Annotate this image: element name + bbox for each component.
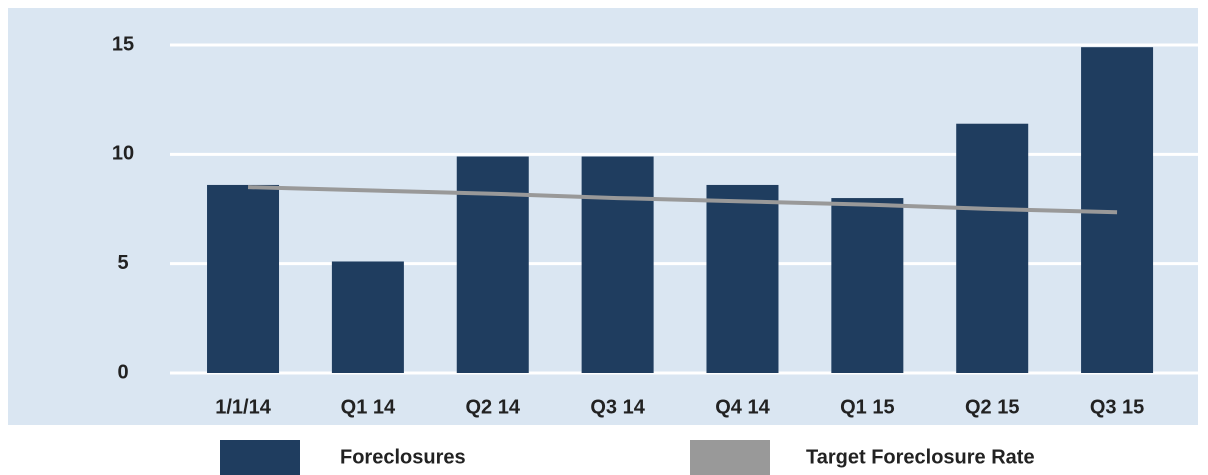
target-line	[247, 185, 1118, 215]
y-tick-label: 0	[117, 361, 128, 383]
bar	[207, 184, 280, 373]
x-tick-label: 1/1/14	[215, 396, 271, 418]
bar	[706, 184, 779, 373]
x-tick-label: Q1 15	[840, 396, 894, 418]
legend-swatch	[690, 440, 770, 475]
bar	[331, 261, 404, 373]
x-tick-label: Q4 14	[715, 396, 770, 418]
bar	[581, 156, 654, 373]
x-tick-label: Q2 15	[965, 396, 1019, 418]
y-tick-label: 10	[112, 143, 134, 165]
bar	[456, 156, 529, 373]
y-tick-label: 5	[117, 252, 128, 274]
x-tick-label: Q2 14	[466, 396, 521, 418]
x-tick-label: Q3 15	[1090, 396, 1144, 418]
legend-swatch	[220, 440, 300, 475]
y-tick-label: 15	[112, 33, 134, 55]
bar	[831, 198, 904, 373]
x-tick-label: Q1 14	[341, 396, 396, 418]
bar	[956, 123, 1029, 373]
legend-label: Target Foreclosure Rate	[806, 446, 1035, 468]
legend-label: Foreclosures	[340, 446, 466, 468]
x-tick-label: Q3 14	[590, 396, 645, 418]
